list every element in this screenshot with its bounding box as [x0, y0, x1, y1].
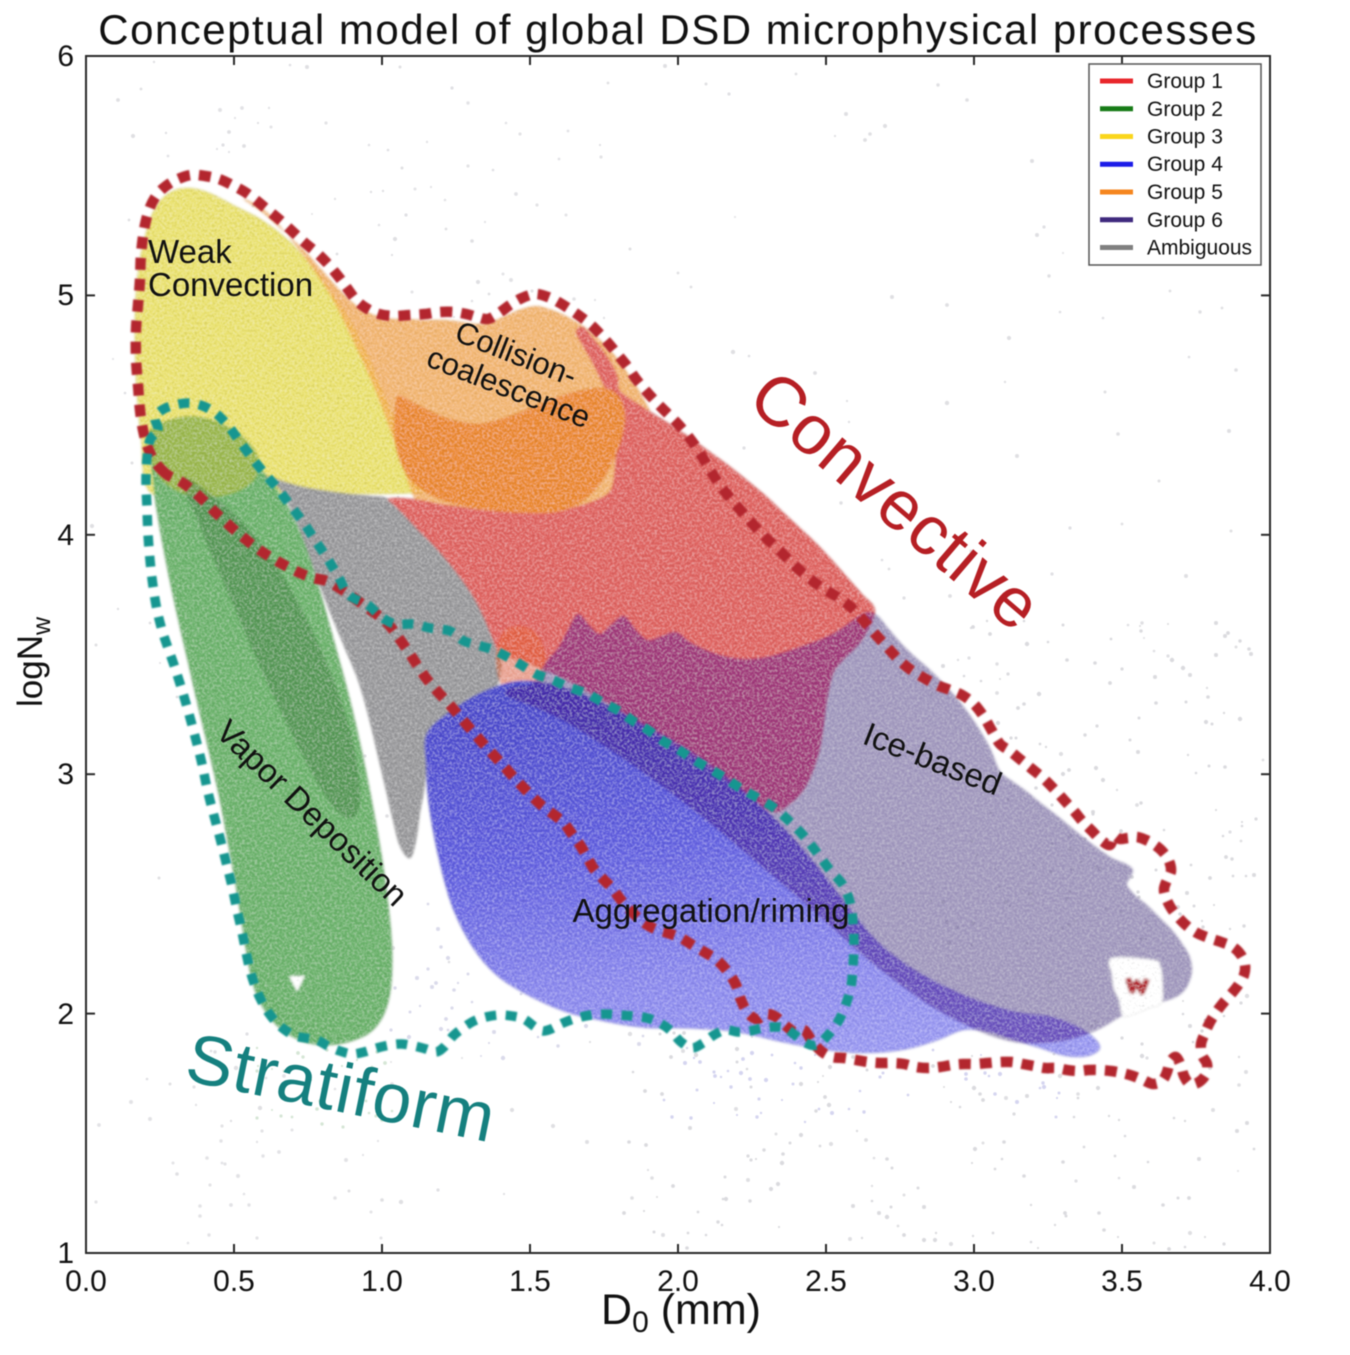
svg-text:0.0: 0.0 — [65, 1265, 107, 1298]
svg-text:3.5: 3.5 — [1101, 1265, 1143, 1298]
svg-text:2.0: 2.0 — [657, 1265, 699, 1298]
svg-text:4: 4 — [57, 519, 74, 552]
svg-text:5: 5 — [57, 279, 74, 312]
svg-text:Group 2: Group 2 — [1147, 98, 1223, 121]
svg-text:Group 5: Group 5 — [1147, 181, 1223, 204]
svg-text:1.0: 1.0 — [361, 1265, 403, 1298]
svg-text:3: 3 — [57, 758, 74, 791]
svg-text:D0 (mm): D0 (mm) — [601, 1286, 761, 1339]
svg-text:1.5: 1.5 — [509, 1265, 551, 1298]
svg-text:Convection: Convection — [148, 266, 313, 303]
svg-text:Aggregation/riming: Aggregation/riming — [573, 892, 850, 929]
svg-text:Ambiguous: Ambiguous — [1147, 237, 1252, 260]
svg-text:Conceptual model of global DSD: Conceptual model of global DSD microphys… — [98, 6, 1258, 53]
svg-text:2.5: 2.5 — [805, 1265, 847, 1298]
svg-text:Group 3: Group 3 — [1147, 126, 1223, 149]
svg-text:Group 6: Group 6 — [1147, 209, 1223, 232]
svg-text:6: 6 — [57, 40, 74, 73]
svg-text:Group 4: Group 4 — [1147, 153, 1223, 176]
svg-text:4.0: 4.0 — [1249, 1265, 1291, 1298]
svg-text:Weak: Weak — [148, 233, 232, 270]
svg-text:1: 1 — [57, 1237, 74, 1270]
svg-text:3.0: 3.0 — [953, 1265, 995, 1298]
svg-text:Group 1: Group 1 — [1147, 70, 1223, 93]
svg-text:0.5: 0.5 — [213, 1265, 255, 1298]
svg-text:2: 2 — [57, 998, 74, 1031]
